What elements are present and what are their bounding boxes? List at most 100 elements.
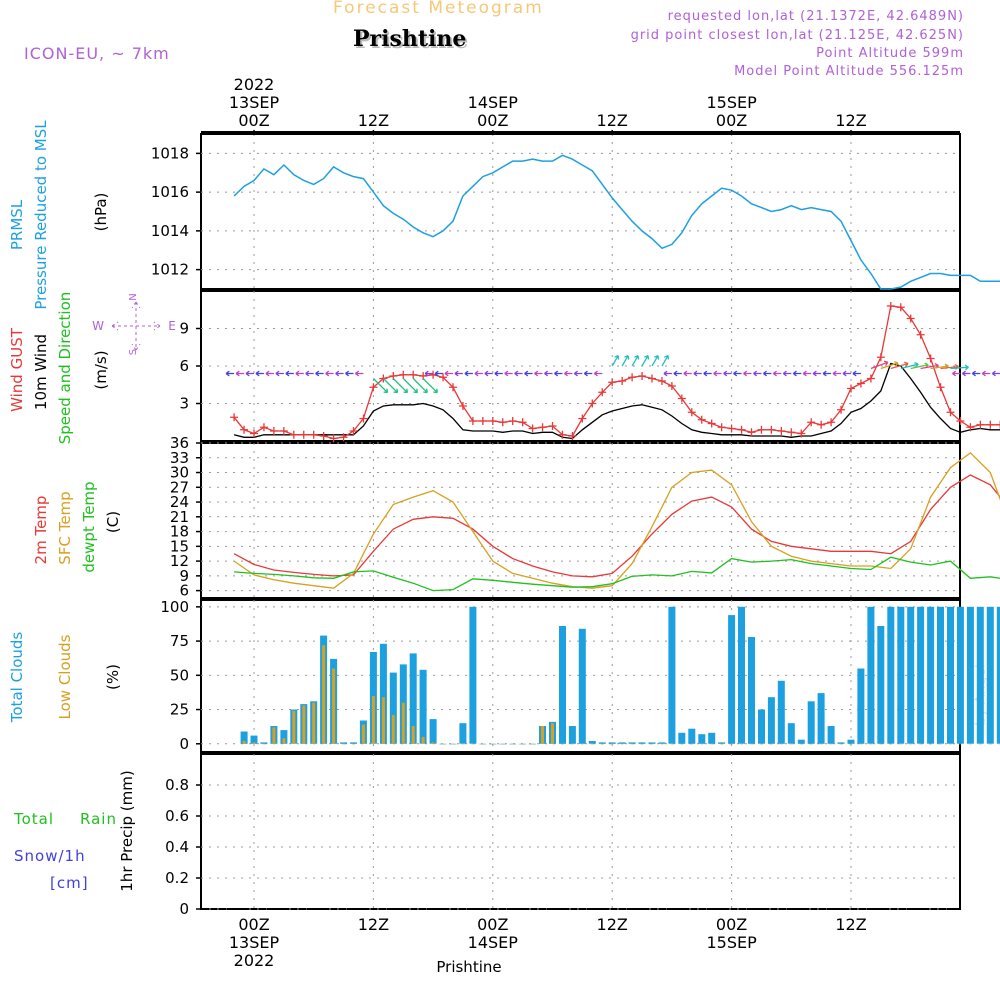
low-cloud-bar <box>660 743 664 745</box>
wind-gust-marker <box>339 433 348 442</box>
low-cloud-bar <box>829 743 833 745</box>
wind-direction-arrow <box>235 370 245 377</box>
total-cloud-bar <box>678 732 686 744</box>
wind-direction-arrow <box>852 370 861 377</box>
wind-direction-arrow <box>900 361 919 370</box>
wind-gust-marker <box>717 423 726 432</box>
low-cloud-bar <box>262 743 266 745</box>
wind-label-direction: Speed and Direction <box>56 292 74 445</box>
wind-gust-marker <box>936 383 945 392</box>
wind-gust-marker <box>747 428 756 437</box>
wind-gust-marker <box>787 428 796 437</box>
wind-gust-marker <box>837 405 846 414</box>
wind-direction-arrow <box>382 378 399 394</box>
wind-gust-marker <box>916 330 925 339</box>
low-cloud-bar <box>650 743 654 745</box>
wind-direction-arrow <box>355 370 364 377</box>
low-cloud-bar <box>361 724 365 744</box>
time-label-bottom: 12Z <box>835 915 866 934</box>
low-cloud-bar <box>451 743 455 745</box>
wind-gust-marker <box>638 372 647 380</box>
time-label-bottom: 00Z <box>716 915 747 934</box>
low-cloud-bar <box>501 743 505 745</box>
wind-direction-arrow <box>971 370 981 377</box>
time-label-bottom: 2022 <box>234 951 275 970</box>
low-cloud-bar <box>481 743 485 745</box>
total-cloud-bar <box>996 606 1000 744</box>
low-cloud-bar <box>411 726 415 744</box>
total-cloud-bar <box>907 606 915 744</box>
wind-gust-line <box>233 305 1000 440</box>
low-cloud-bar <box>371 695 375 744</box>
low-cloud-bar <box>750 743 753 745</box>
wind-direction-arrow <box>663 370 672 377</box>
y-tick-label: 1016 <box>151 183 189 201</box>
wind-direction-arrow <box>763 370 772 377</box>
low-cloud-bar <box>640 743 644 745</box>
wind-gust-marker <box>518 418 527 427</box>
wind-direction-arrow <box>225 370 235 377</box>
total-cloud-bar <box>817 693 825 744</box>
low-cloud-bar <box>909 743 913 745</box>
wind-gust-marker <box>866 374 875 383</box>
y-tick-label: 18 <box>170 523 189 541</box>
total-cloud-bar <box>668 606 676 744</box>
total-cloud-bar <box>568 726 576 744</box>
wind-direction-arrow <box>524 370 533 377</box>
wind-speed-line <box>233 362 1000 440</box>
wind-direction-arrow <box>424 370 434 377</box>
total-cloud-bar <box>648 742 656 744</box>
wind-direction-arrow <box>434 370 443 377</box>
wind-gust-marker <box>538 423 547 432</box>
wind-label-gust: Wind GUST <box>8 327 26 412</box>
total-cloud-bar <box>748 637 755 744</box>
total-cloud-bar <box>867 606 875 744</box>
low-cloud-bar <box>610 743 614 745</box>
wind-direction-arrow <box>683 370 692 377</box>
wind-gust-marker <box>767 425 776 434</box>
total-cloud-bar <box>658 742 666 744</box>
cloud-label-low: Low Clouds <box>56 634 74 719</box>
wind-gust-marker <box>757 425 766 434</box>
low-cloud-bar <box>859 743 863 745</box>
total-cloud-bar <box>608 742 616 744</box>
wind-gust-marker <box>677 394 686 403</box>
total-cloud-bar <box>429 719 437 744</box>
time-label-bottom: 15SEP <box>706 933 757 952</box>
compass-w: W <box>92 319 104 333</box>
low-cloud-bar <box>819 743 823 745</box>
y-tick-label: 27 <box>170 478 189 496</box>
wind-gust-marker <box>896 303 905 312</box>
wind-gust-marker <box>886 302 895 310</box>
wind-direction-arrow <box>950 364 969 371</box>
compass-e: E <box>168 319 176 333</box>
wind-direction-arrow <box>583 370 593 377</box>
low-cloud-bar <box>769 743 773 745</box>
total-cloud-bar <box>777 680 785 744</box>
wind-direction-arrow <box>673 370 682 377</box>
total-cloud-bar <box>250 735 258 744</box>
wind-direction-arrow <box>422 378 438 394</box>
wind-direction-arrow <box>315 370 324 377</box>
wind-gust-marker <box>439 373 448 382</box>
low-cloud-bar <box>799 743 803 745</box>
wind-direction-arrow <box>870 360 889 370</box>
total-cloud-bar <box>588 741 596 744</box>
low-cloud-bar <box>491 743 495 745</box>
total-cloud-bar <box>379 643 387 744</box>
wind-gust-marker <box>926 354 935 363</box>
total-cloud-bar <box>459 723 467 744</box>
low-cloud-bar <box>461 743 465 745</box>
location-title: Prishtine <box>353 26 467 52</box>
precip-legend-rain: Rain <box>80 810 117 828</box>
wind-gust-marker <box>856 379 865 388</box>
low-cloud-bar <box>441 743 445 745</box>
wind-direction-arrow <box>402 378 419 394</box>
wind-direction-arrow <box>554 370 563 377</box>
low-cloud-bar <box>710 743 714 745</box>
wind-direction-arrow <box>661 355 670 367</box>
requested-coordinates: requested lon,lat (21.1372E, 42.6489N) <box>667 9 964 24</box>
low-cloud-bar <box>988 743 992 745</box>
wind-gust-marker <box>548 422 557 430</box>
total-cloud-bar <box>857 668 865 744</box>
